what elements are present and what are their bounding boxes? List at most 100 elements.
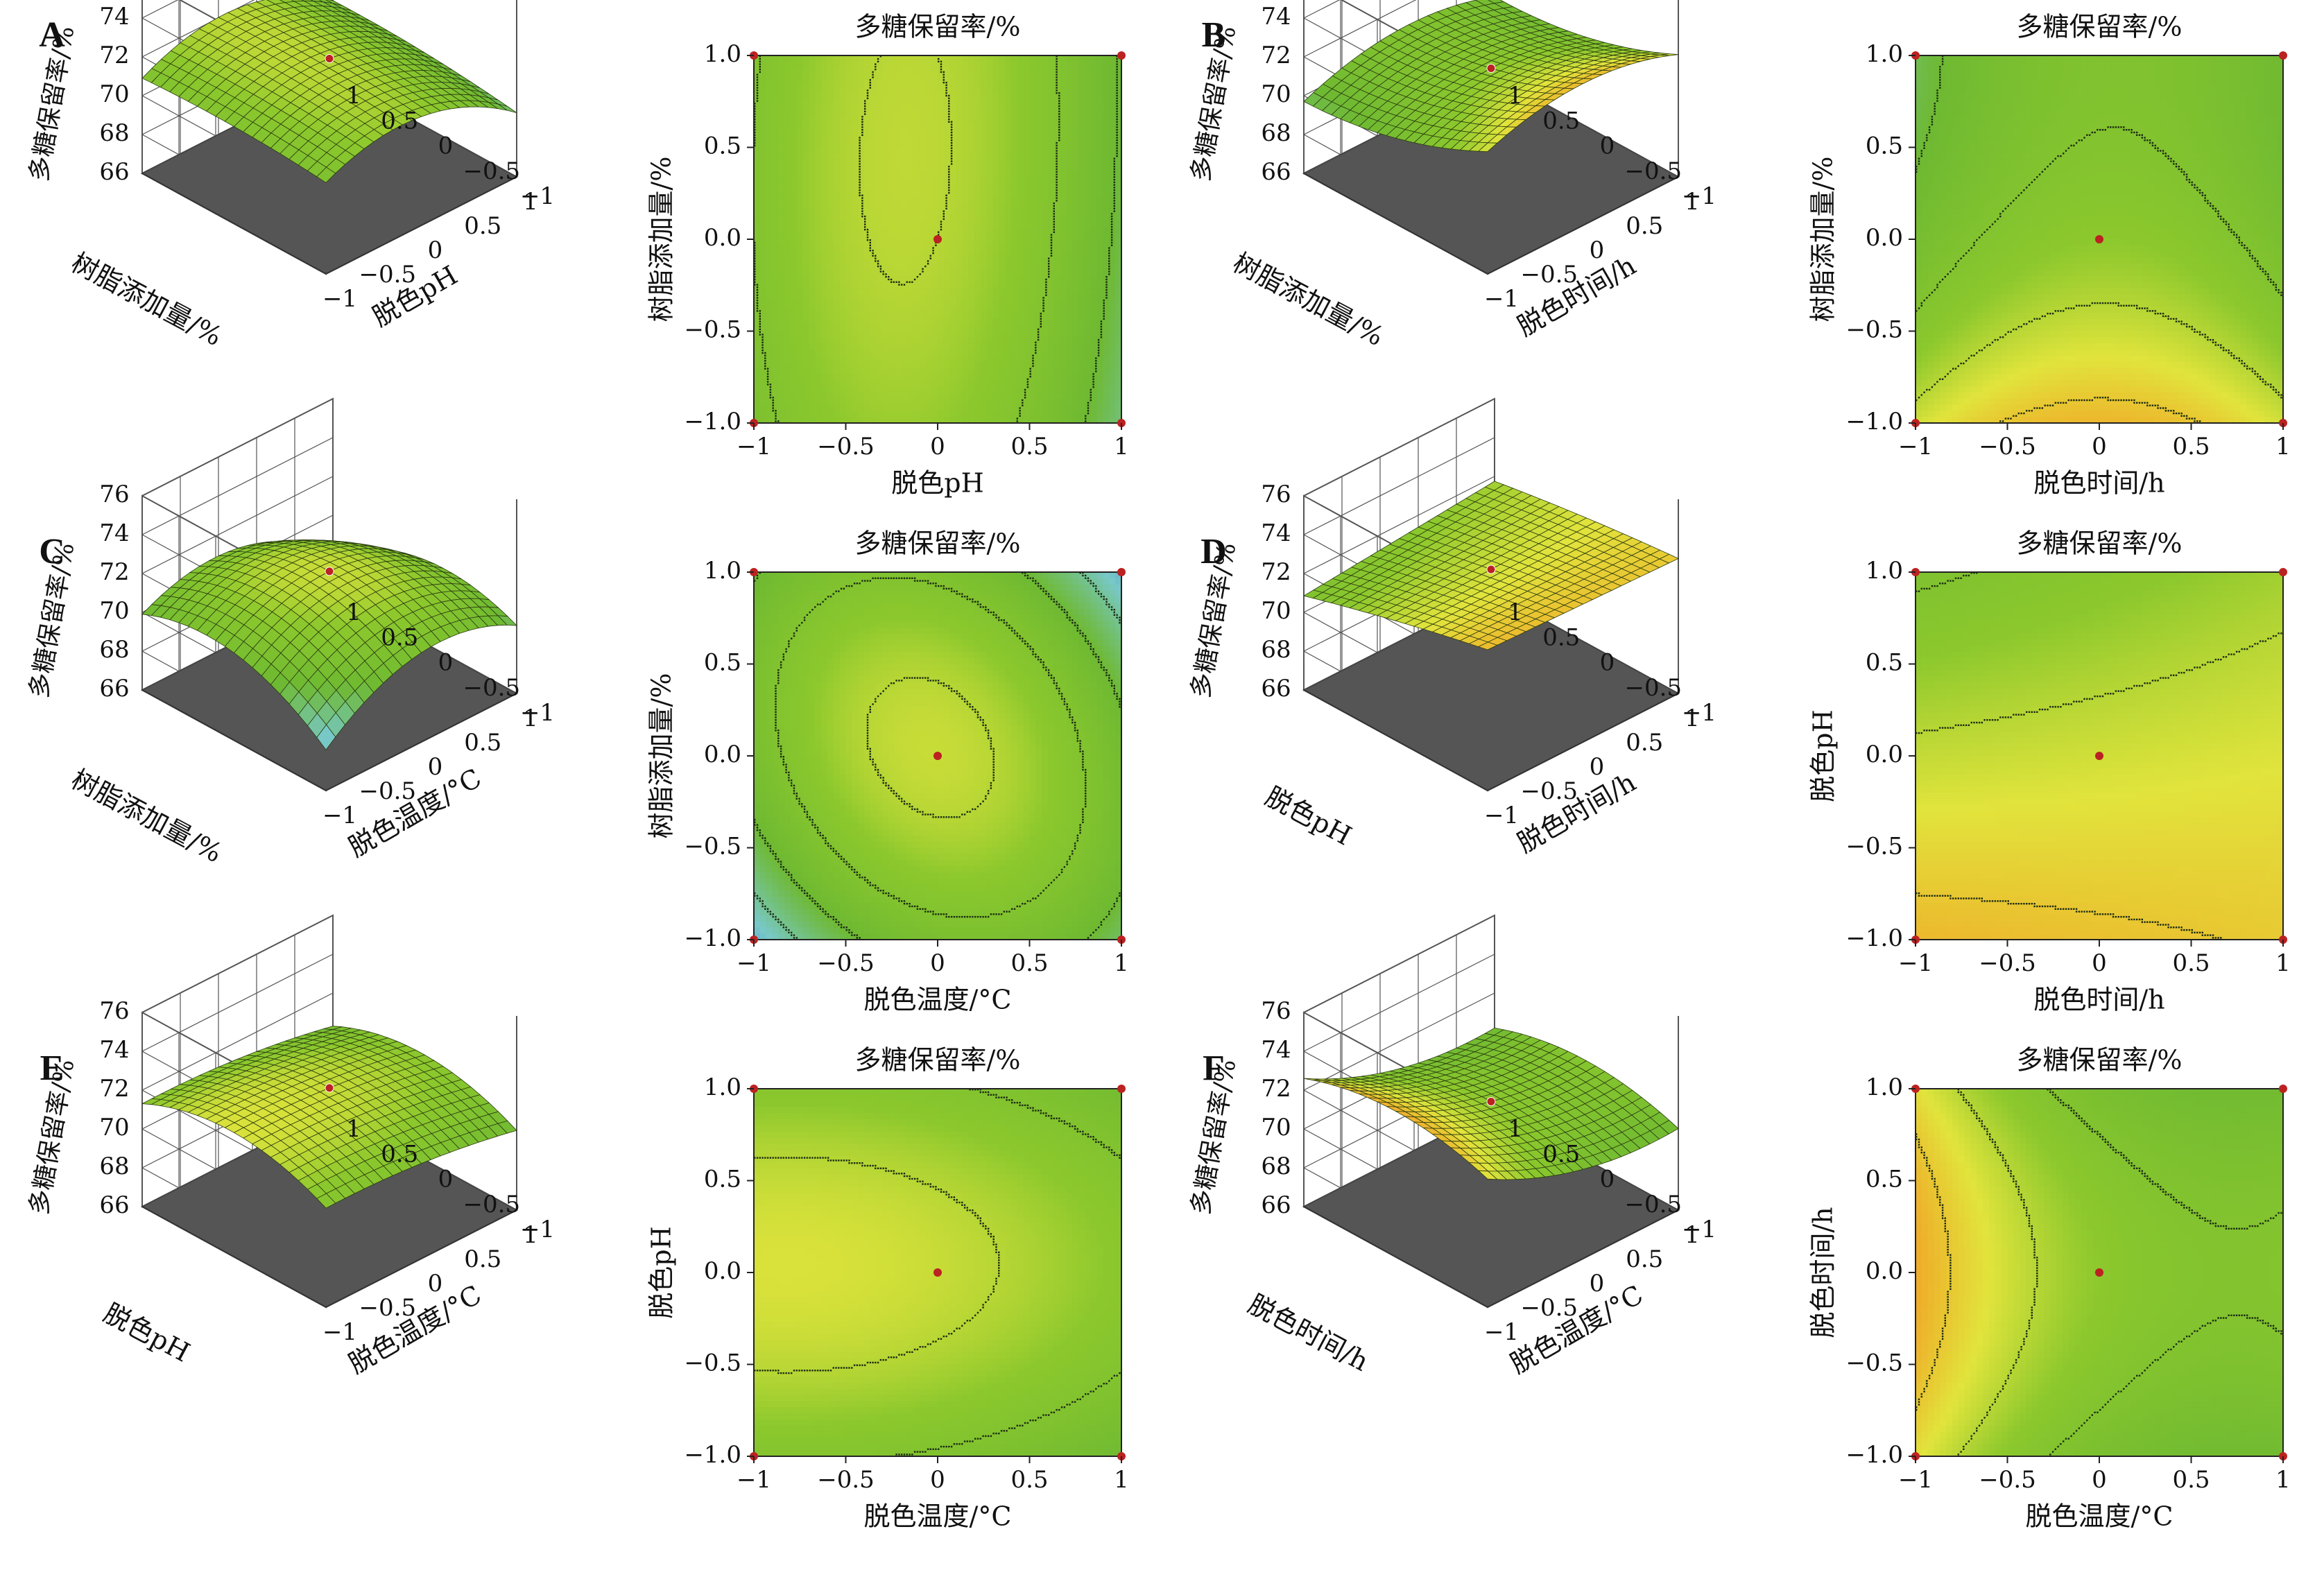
heat-cell	[858, 111, 864, 117]
heat-cell	[1097, 252, 1103, 258]
heat-cell	[852, 129, 858, 135]
heat-cell	[864, 172, 870, 178]
contour-segment	[1027, 381, 1028, 382]
contour-segment	[870, 85, 871, 86]
heat-cell	[1017, 55, 1024, 62]
heat-cell	[827, 368, 834, 374]
contour-segment	[1085, 415, 1086, 417]
contour-segment	[1032, 365, 1033, 367]
heat-cell	[1054, 258, 1060, 264]
heat-cell	[1072, 276, 1078, 282]
heat-cell	[1103, 227, 1110, 233]
heat-cell	[797, 386, 803, 392]
contour-segment	[940, 69, 942, 70]
heat-cell	[1005, 300, 1011, 307]
heat-cell	[778, 196, 784, 202]
heat-cell	[981, 319, 987, 325]
heat-cell	[1011, 405, 1017, 411]
heat-cell	[1017, 325, 1024, 331]
heat-cell	[870, 350, 877, 356]
heat-cell	[840, 172, 846, 178]
heat-cell	[1042, 215, 1048, 221]
heat-cell	[877, 239, 883, 245]
heat-cell	[956, 356, 963, 362]
heat-cell	[987, 245, 993, 252]
heat-cell	[968, 264, 974, 270]
heat-cell	[883, 405, 889, 411]
heat-cell	[815, 202, 821, 209]
contour-segment	[1103, 310, 1105, 311]
heat-cell	[1067, 148, 1073, 154]
heat-cell	[888, 245, 895, 252]
heat-cell	[944, 233, 950, 239]
contour-segment	[870, 250, 871, 251]
heat-cell	[950, 74, 956, 80]
contour-segment	[1116, 71, 1117, 73]
heat-cell	[1078, 245, 1085, 252]
heat-cell	[852, 233, 858, 239]
contour-segment	[1114, 166, 1115, 167]
heat-cell	[1103, 362, 1110, 368]
heat-cell	[1011, 166, 1017, 172]
heat-cell	[1067, 331, 1073, 338]
heat-cell	[858, 196, 864, 202]
heat-cell	[852, 337, 858, 343]
heat-cell	[931, 92, 938, 98]
heat-cell	[766, 233, 773, 239]
heat-cell	[1035, 405, 1042, 411]
heat-cell	[1091, 307, 1097, 313]
heat-cell	[956, 411, 963, 417]
heat-cell	[784, 141, 791, 148]
heat-cell	[834, 129, 840, 135]
heat-cell	[944, 405, 950, 411]
heat-cell	[1097, 190, 1103, 196]
heat-cell	[827, 215, 834, 221]
heat-cell	[1072, 184, 1078, 191]
heat-cell	[901, 184, 907, 191]
heat-cell	[1024, 148, 1030, 154]
heat-cell	[913, 282, 920, 288]
heat-cell	[1048, 350, 1054, 356]
heat-cell	[870, 233, 877, 239]
heat-cell	[1035, 239, 1042, 245]
heat-cell	[1054, 362, 1060, 368]
heat-cell	[944, 153, 950, 159]
heat-cell	[895, 300, 901, 307]
heat-cell	[883, 172, 889, 178]
heat-cell	[1035, 190, 1042, 196]
heat-cell	[840, 117, 846, 123]
heat-cell	[974, 343, 981, 350]
heat-cell	[993, 270, 999, 276]
heat-cell	[925, 405, 931, 411]
heat-cell	[809, 148, 816, 154]
heat-cell	[877, 184, 883, 191]
heat-cell	[1017, 98, 1024, 105]
heat-cell	[999, 92, 1005, 98]
heat-cell	[1067, 141, 1073, 148]
heat-cell	[1060, 215, 1067, 221]
heat-cell	[1085, 350, 1091, 356]
heat-cell	[1078, 62, 1085, 68]
contour-segment	[1116, 121, 1117, 123]
heat-cell	[1067, 245, 1073, 252]
heat-cell	[1085, 62, 1091, 68]
heat-cell	[944, 399, 950, 405]
contour-segment	[859, 195, 860, 196]
heat-cell	[840, 368, 846, 374]
heat-cell	[1091, 86, 1097, 92]
heat-cell	[877, 221, 883, 227]
heat-cell	[791, 178, 797, 184]
heat-cell	[1035, 270, 1042, 276]
contour-segment	[757, 89, 758, 91]
contour-segment	[1114, 187, 1115, 188]
heat-cell	[1072, 209, 1078, 215]
heat-cell	[1060, 209, 1067, 215]
heat-cell	[944, 282, 950, 288]
heat-cell	[815, 295, 821, 301]
heat-cell	[834, 350, 840, 356]
heat-cell	[1054, 276, 1060, 282]
heat-cell	[864, 325, 870, 331]
heat-cell	[803, 55, 809, 62]
heat-cell	[1017, 178, 1024, 184]
heat-cell	[1030, 129, 1036, 135]
